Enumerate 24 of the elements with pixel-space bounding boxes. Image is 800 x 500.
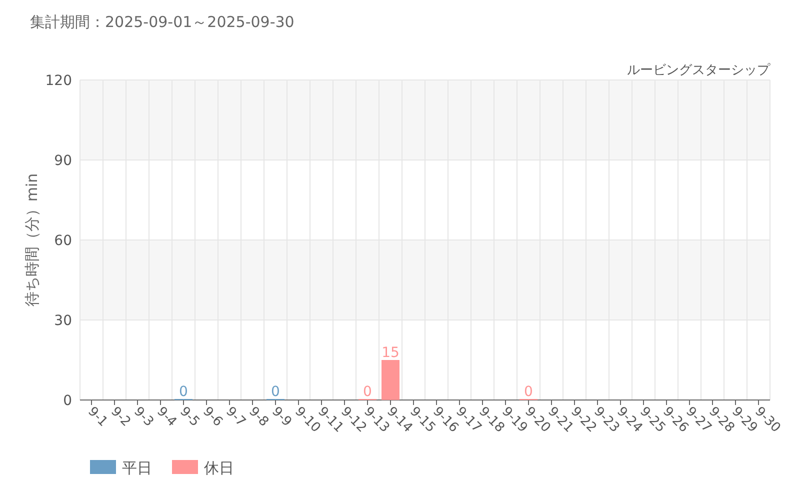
y-axis-title: 待ち時間（分）min	[23, 173, 41, 307]
chart-subtitle: ルービングスターシップ	[627, 63, 771, 78]
legend-label: 平日	[122, 459, 152, 477]
data-label: 15	[382, 345, 400, 361]
x-tick-label: 9-5	[176, 404, 202, 430]
data-label: 0	[363, 384, 372, 400]
x-tick-label: 9-6	[200, 404, 226, 430]
y-tick-label: 0	[63, 393, 72, 409]
x-tick-label: 9-1	[84, 404, 110, 430]
x-tick-label: 9-3	[130, 404, 156, 430]
y-tick-label: 60	[54, 233, 72, 249]
x-tick-label: 9-2	[108, 404, 134, 430]
x-tick-label: 9-8	[246, 404, 272, 430]
legend-label: 休日	[204, 459, 234, 477]
y-tick-label: 120	[45, 73, 72, 89]
data-label: 0	[179, 384, 188, 400]
x-tick-label: 9-4	[154, 404, 180, 430]
data-label: 0	[524, 384, 533, 400]
data-label: 0	[271, 384, 280, 400]
x-tick-label: 9-7	[222, 404, 248, 430]
chart-title: 集計期間：2025-09-01～2025-09-30	[30, 13, 294, 31]
x-tick-label: 9-9	[268, 404, 294, 430]
y-tick-label: 90	[54, 153, 72, 169]
y-tick-label: 30	[54, 313, 72, 329]
